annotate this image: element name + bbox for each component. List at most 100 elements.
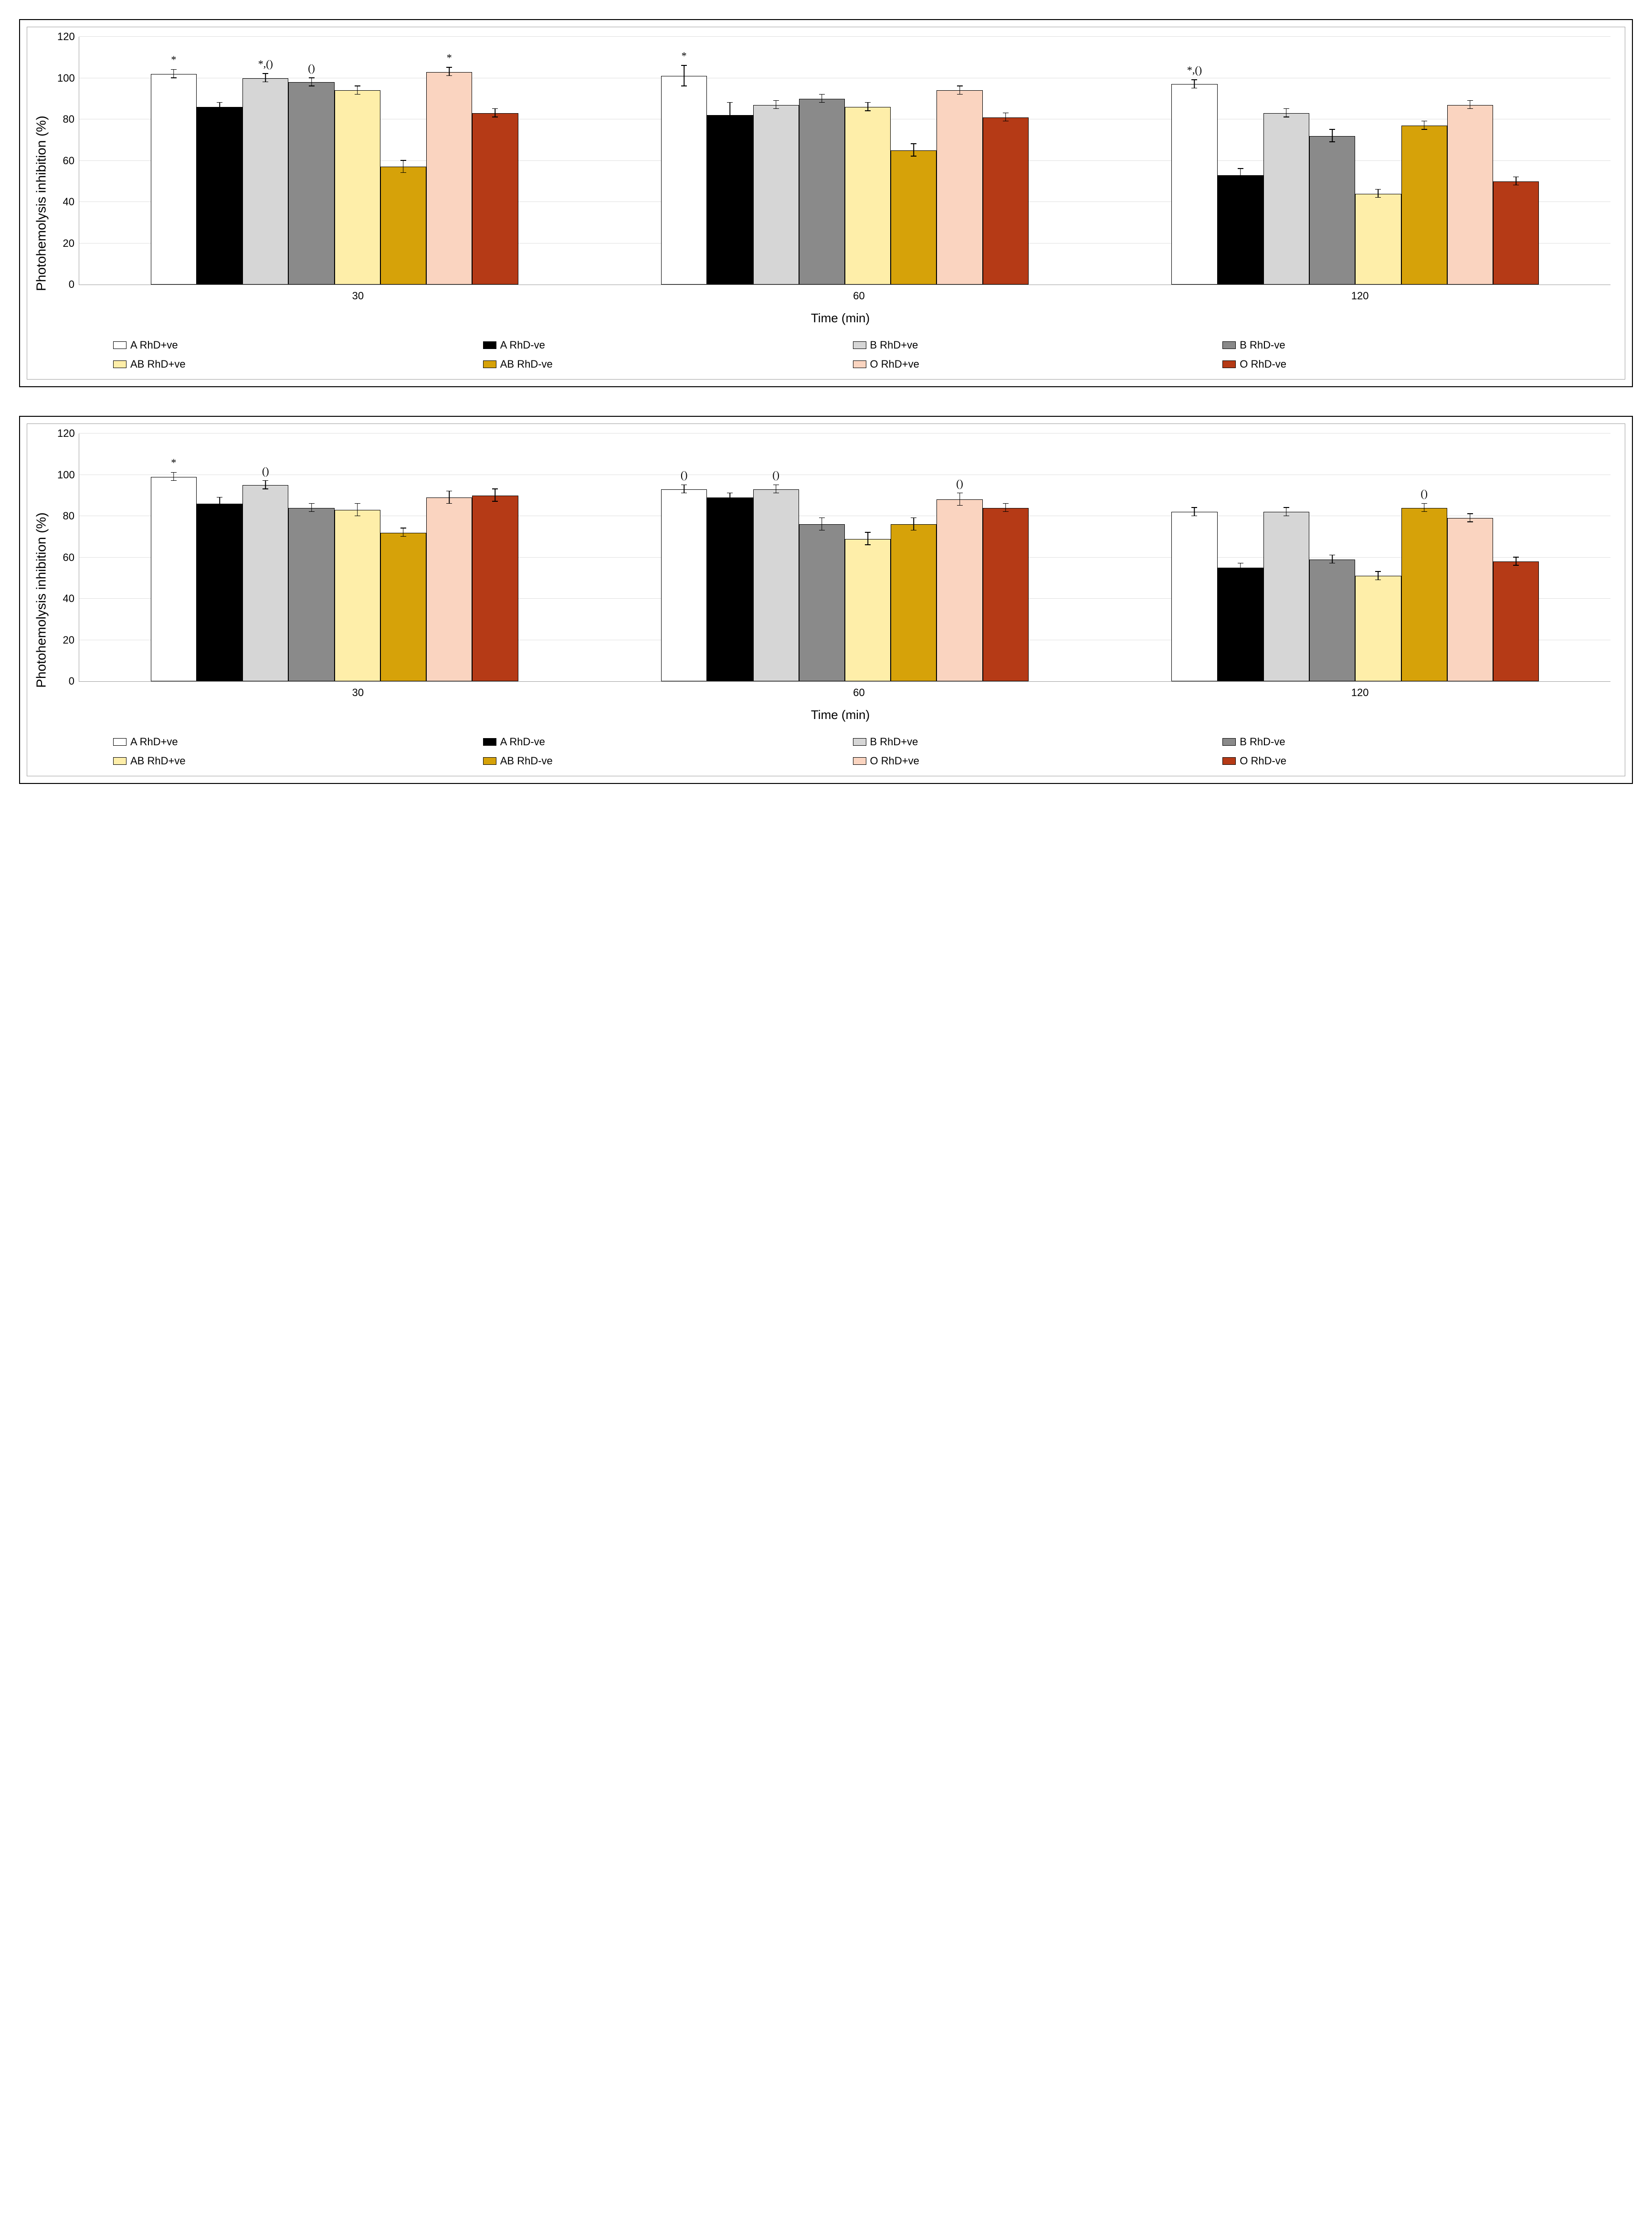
error-cap bbox=[911, 530, 916, 531]
x-tick-label: 60 bbox=[609, 290, 1110, 302]
error-cap bbox=[1421, 121, 1427, 122]
bar bbox=[472, 496, 518, 681]
significance-marker: * bbox=[171, 53, 176, 66]
error-cap bbox=[1238, 571, 1243, 572]
legend-label: A RhD-ve bbox=[500, 339, 545, 351]
error-bar bbox=[1005, 113, 1006, 121]
error-cap bbox=[355, 516, 360, 517]
error-cap bbox=[865, 544, 871, 545]
error-cap bbox=[1513, 185, 1519, 186]
legend-item: O RhD+ve bbox=[853, 755, 1217, 767]
error-bar bbox=[173, 473, 174, 481]
error-bar bbox=[357, 504, 358, 516]
error-cap bbox=[1191, 79, 1197, 80]
error-cap bbox=[400, 536, 406, 537]
plot-area: 020406080100120**,()()***,() bbox=[79, 37, 1610, 285]
legend-swatch bbox=[113, 757, 126, 765]
error-cap bbox=[1329, 129, 1335, 130]
error-cap bbox=[1238, 180, 1243, 181]
chart-panel: Photohemolysis inhibition (%)02040608010… bbox=[19, 19, 1633, 387]
error-cap bbox=[911, 143, 916, 144]
error-cap bbox=[1284, 507, 1289, 508]
error-bar bbox=[1286, 109, 1287, 117]
error-bar bbox=[219, 497, 220, 510]
bar-group: **,()()* bbox=[79, 37, 589, 285]
error-cap bbox=[309, 77, 315, 78]
y-tick-label: 60 bbox=[57, 551, 79, 564]
x-tick-label: 60 bbox=[609, 687, 1110, 699]
legend-item: B RhD+ve bbox=[853, 736, 1217, 748]
error-cap bbox=[263, 488, 268, 489]
error-bar bbox=[1240, 563, 1241, 571]
bar bbox=[845, 107, 891, 285]
legend-label: O RhD+ve bbox=[870, 755, 919, 767]
bar bbox=[1355, 194, 1401, 285]
error-cap bbox=[1513, 557, 1519, 558]
legend-label: AB RhD+ve bbox=[130, 755, 186, 767]
legend-item: AB RhD-ve bbox=[483, 358, 847, 370]
error-cap bbox=[171, 472, 177, 473]
error-cap bbox=[355, 94, 360, 95]
bar bbox=[1309, 136, 1355, 285]
legend-swatch bbox=[113, 341, 126, 349]
error-cap bbox=[1329, 563, 1335, 564]
legend-swatch bbox=[853, 738, 866, 746]
error-cap bbox=[446, 503, 452, 504]
bar-group: ()()() bbox=[589, 434, 1100, 681]
error-cap bbox=[957, 505, 963, 506]
bar bbox=[197, 504, 242, 681]
bar bbox=[1263, 512, 1309, 681]
bar bbox=[426, 497, 472, 681]
bar bbox=[891, 524, 936, 681]
legend-item: AB RhD+ve bbox=[113, 755, 477, 767]
error-bar bbox=[403, 529, 404, 537]
legend-label: A RhD+ve bbox=[130, 736, 178, 748]
error-cap bbox=[681, 85, 687, 86]
bar bbox=[799, 99, 845, 285]
legend-label: O RhD+ve bbox=[870, 358, 919, 370]
error-bar bbox=[1515, 177, 1516, 185]
bar bbox=[845, 539, 891, 681]
error-cap bbox=[492, 108, 498, 109]
significance-marker: * bbox=[682, 50, 687, 62]
error-cap bbox=[400, 528, 406, 529]
legend-swatch bbox=[113, 738, 126, 746]
error-bar bbox=[1332, 555, 1333, 563]
legend-item: AB RhD+ve bbox=[113, 358, 477, 370]
chart-frame: Photohemolysis inhibition (%)02040608010… bbox=[27, 27, 1625, 380]
legend-label: B RhD-ve bbox=[1240, 339, 1285, 351]
bar bbox=[799, 524, 845, 681]
error-bar bbox=[1424, 121, 1425, 129]
error-cap bbox=[171, 69, 177, 70]
error-cap bbox=[1003, 503, 1009, 504]
error-bar bbox=[867, 103, 868, 111]
legend-swatch bbox=[853, 757, 866, 765]
significance-marker: () bbox=[956, 477, 963, 490]
bar bbox=[1263, 113, 1309, 285]
error-bar bbox=[1470, 101, 1471, 109]
legend-swatch bbox=[853, 360, 866, 368]
y-tick-label: 40 bbox=[57, 592, 79, 605]
error-bar bbox=[403, 161, 404, 173]
significance-marker: () bbox=[262, 465, 269, 477]
y-tick-label: 80 bbox=[57, 113, 79, 126]
error-cap bbox=[1191, 507, 1197, 508]
error-cap bbox=[819, 530, 825, 531]
error-bar bbox=[776, 485, 777, 493]
bar bbox=[335, 90, 380, 285]
error-bar bbox=[1005, 504, 1006, 512]
y-tick-label: 0 bbox=[57, 278, 79, 291]
legend-item: B RhD+ve bbox=[853, 339, 1217, 351]
bar bbox=[288, 508, 334, 681]
legend-label: B RhD+ve bbox=[870, 736, 918, 748]
y-tick-label: 20 bbox=[57, 634, 79, 646]
error-bar bbox=[265, 481, 266, 489]
legend: A RhD+veA RhD-veB RhD+veB RhD-veAB RhD+v… bbox=[56, 730, 1625, 776]
y-tick-label: 100 bbox=[57, 72, 79, 85]
bar-group: () bbox=[1100, 434, 1610, 681]
bar bbox=[380, 533, 426, 681]
x-axis-label: Time (min) bbox=[56, 311, 1625, 326]
legend-label: AB RhD-ve bbox=[500, 755, 553, 767]
bar-group: * bbox=[589, 37, 1100, 285]
error-bar bbox=[1332, 130, 1333, 142]
